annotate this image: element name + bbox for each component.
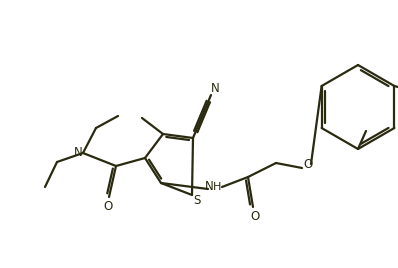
Text: H: H [213, 182, 221, 192]
Text: N: N [211, 81, 219, 95]
Text: O: O [250, 210, 259, 224]
Text: N: N [74, 146, 82, 158]
Text: N: N [205, 181, 213, 193]
Text: O: O [303, 158, 312, 172]
Text: O: O [103, 200, 113, 214]
Text: S: S [193, 193, 201, 207]
